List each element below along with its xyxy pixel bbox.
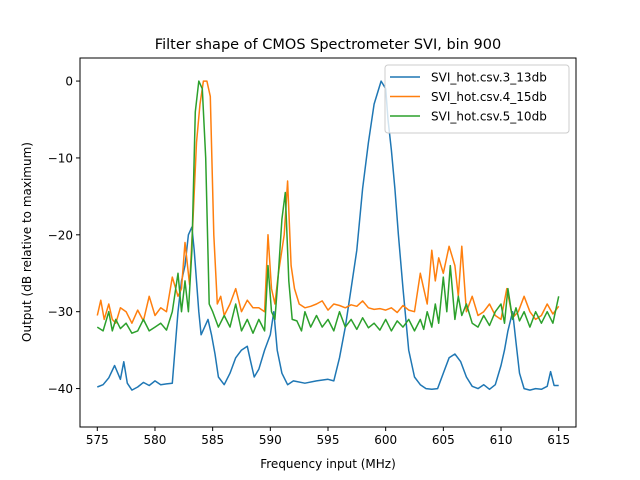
x-tick-label: 615 xyxy=(547,433,570,447)
legend-box xyxy=(384,64,570,134)
x-axis: 575 580 585 590 595 600 605 610 615 xyxy=(86,427,570,447)
x-tick-label: 585 xyxy=(201,433,224,447)
x-tick-label: 595 xyxy=(317,433,340,447)
legend: SVI_hot.csv.3_13db SVI_hot.csv.4_15db SVI_… xyxy=(384,64,570,134)
legend-label: SVI_hot.csv.3_13db xyxy=(431,71,547,85)
x-tick-label: 600 xyxy=(374,433,397,447)
y-axis: 0 −10 −20 −30 −40 xyxy=(48,75,80,396)
y-tick-label: 0 xyxy=(65,75,73,89)
x-tick-label: 575 xyxy=(86,433,109,447)
x-tick-label: 580 xyxy=(144,433,167,447)
legend-label: SVI_hot.csv.5_10db xyxy=(431,110,547,124)
y-tick-label: −40 xyxy=(48,382,73,396)
y-tick-label: −20 xyxy=(48,228,73,242)
legend-label: SVI_hot.csv.4_15db xyxy=(431,90,547,104)
x-tick-label: 605 xyxy=(432,433,455,447)
y-tick-label: −10 xyxy=(48,151,73,165)
x-axis-title: Frequency input (MHz) xyxy=(260,457,396,471)
x-tick-label: 590 xyxy=(259,433,282,447)
x-tick-label: 610 xyxy=(490,433,513,447)
chart-title: Filter shape of CMOS Spectrometer SVI, b… xyxy=(155,37,501,53)
series-layer xyxy=(96,80,560,391)
y-tick-label: −30 xyxy=(48,305,73,319)
y-axis-title: Output (dB relative to maximum) xyxy=(20,142,34,342)
series-line-3 xyxy=(96,80,560,334)
